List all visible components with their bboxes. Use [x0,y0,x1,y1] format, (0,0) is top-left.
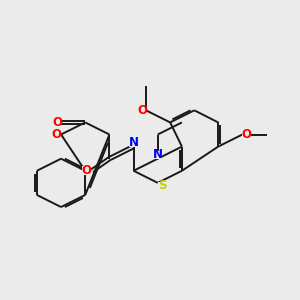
Text: S: S [158,179,166,193]
Text: O: O [52,116,62,129]
FancyBboxPatch shape [53,118,62,127]
FancyBboxPatch shape [82,167,91,175]
Text: N: N [129,136,139,149]
FancyBboxPatch shape [138,106,146,115]
FancyBboxPatch shape [52,130,61,139]
Text: O: O [137,104,147,117]
Text: O: O [82,164,92,177]
FancyBboxPatch shape [242,130,251,139]
Text: O: O [51,128,62,141]
Text: N: N [153,148,163,161]
FancyBboxPatch shape [129,139,138,147]
FancyBboxPatch shape [158,182,167,190]
Text: O: O [242,128,251,141]
FancyBboxPatch shape [153,151,162,159]
